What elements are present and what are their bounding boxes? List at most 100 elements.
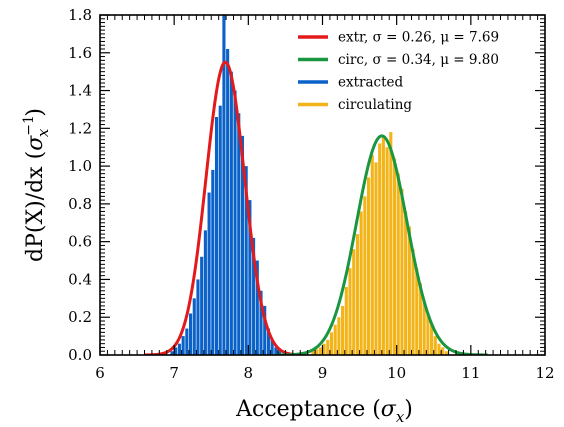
bar-extracted-24 <box>259 290 263 355</box>
axis-titles: Acceptance (σx) dP(X)/dx (σ−1x) <box>21 108 413 426</box>
bar-extracted-6 <box>192 298 196 355</box>
fit-curve-extr <box>144 60 307 355</box>
x-axis-title: Acceptance (σx) <box>235 397 413 426</box>
bar-extracted-25 <box>263 305 267 355</box>
bar-circulating-26 <box>407 226 411 355</box>
bar-circulating-9 <box>344 287 348 355</box>
bar-extracted-7 <box>196 279 200 355</box>
bar-circulating-2 <box>318 347 322 355</box>
bar-circulating-20 <box>385 147 389 355</box>
bar-extracted-19 <box>240 135 245 355</box>
bar-extracted-2 <box>177 343 181 355</box>
bar-circulating-12 <box>355 234 359 355</box>
bar-circulating-24 <box>400 188 404 355</box>
bar-extracted-20 <box>244 166 248 355</box>
bar-circulating-0 <box>311 351 315 355</box>
bar-extracted-29 <box>278 351 282 355</box>
bar-circulating-35 <box>441 347 445 355</box>
bar-extracted-5 <box>189 313 193 355</box>
bar-circulating-32 <box>430 324 434 355</box>
bar-circulating-7 <box>337 317 341 355</box>
y-tick-label: 1.8 <box>68 6 92 24</box>
bar-extracted-0 <box>170 351 174 355</box>
bar-circulating-15 <box>367 177 371 355</box>
bar-circulating-33 <box>433 336 437 355</box>
bar-extracted-18 <box>237 113 241 355</box>
bar-extracted-1 <box>174 347 178 355</box>
bar-circulating-11 <box>352 249 356 355</box>
bar-circulating-27 <box>411 249 415 355</box>
bar-circulating-29 <box>418 283 423 355</box>
bar-circulating-28 <box>415 268 419 355</box>
bar-extracted-26 <box>266 328 270 355</box>
bar-extracted-10 <box>207 192 211 355</box>
bar-extracted-17 <box>233 90 237 355</box>
bar-extracted-8 <box>200 256 204 355</box>
legend-label-3: circulating <box>338 97 412 113</box>
y-tick-label: 1.0 <box>68 157 92 175</box>
x-tick-label: 10 <box>387 364 406 382</box>
bar-circulating-8 <box>341 305 345 355</box>
bar-extracted-21 <box>248 200 252 355</box>
x-tick-label: 11 <box>461 364 480 382</box>
y-tick-label: 0.0 <box>68 346 92 364</box>
bar-circulating-21 <box>389 132 393 355</box>
y-tick-label: 1.4 <box>68 82 92 100</box>
bar-extracted-15 <box>226 49 230 355</box>
bar-circulating-23 <box>396 173 400 355</box>
bar-extracted-4 <box>185 328 189 355</box>
y-tick-label: 0.2 <box>68 308 92 326</box>
x-tick-label: 9 <box>318 364 328 382</box>
bar-extracted-11 <box>211 169 215 355</box>
bar-circulating-19 <box>381 135 385 355</box>
bar-circulating-16 <box>370 154 374 355</box>
bar-extracted-23 <box>255 260 259 355</box>
bar-circulating-13 <box>359 211 363 355</box>
y-tick-label: 1.6 <box>68 44 92 62</box>
series-extracted <box>170 15 282 355</box>
y-tick-label: 0.4 <box>68 270 92 288</box>
bar-circulating-25 <box>404 211 408 355</box>
y-tick-label: 1.2 <box>68 119 92 137</box>
bar-circulating-30 <box>422 302 426 355</box>
bar-circulating-6 <box>333 324 337 355</box>
bar-circulating-36 <box>444 351 448 355</box>
bar-circulating-10 <box>348 268 352 355</box>
bar-circulating-18 <box>378 143 382 355</box>
legend-label-2: extracted <box>338 75 404 91</box>
legend: extr, σ = 0.26, μ = 7.69 circ, σ = 0.34, … <box>298 30 499 113</box>
bar-circulating-4 <box>326 339 330 355</box>
y-tick-label: 0.6 <box>68 233 92 251</box>
bar-circulating-3 <box>322 343 326 355</box>
fit-curve-circ <box>275 134 488 355</box>
y-axis-title: dP(X)/dx (σ−1x) <box>21 108 52 262</box>
legend-label-0: extr, σ = 0.26, μ = 7.69 <box>338 30 499 46</box>
x-tick-label: 7 <box>169 364 179 382</box>
bar-extracted-27 <box>270 339 274 355</box>
y-tick-label: 0.8 <box>68 195 92 213</box>
bar-circulating-5 <box>329 332 334 355</box>
x-tick-label: 12 <box>535 364 554 382</box>
bar-circulating-22 <box>392 158 397 355</box>
bar-circulating-34 <box>437 343 441 355</box>
series-circulating <box>311 132 448 355</box>
bar-circulating-1 <box>315 349 319 355</box>
axes: 6 7 8 9 10 11 12 0.0 0.2 0.4 0.6 0.8 1.0 1.2 1.4 1.6 1.8 <box>68 6 554 382</box>
bar-extracted-28 <box>274 347 278 355</box>
x-tick-label: 6 <box>95 364 105 382</box>
bar-extracted-12 <box>214 117 219 355</box>
bar-extracted-16 <box>229 71 233 355</box>
plot-area <box>144 15 488 355</box>
bar-extracted-13 <box>218 105 222 355</box>
x-tick-label: 8 <box>244 364 254 382</box>
bar-circulating-14 <box>363 196 367 355</box>
bar-extracted-14 <box>222 15 226 355</box>
bar-extracted-3 <box>181 336 185 355</box>
bar-extracted-22 <box>252 237 256 355</box>
bar-circulating-17 <box>374 162 378 355</box>
legend-label-1: circ, σ = 0.34, μ = 9.80 <box>338 52 499 68</box>
bar-extracted-9 <box>203 230 207 355</box>
bar-circulating-31 <box>426 313 430 355</box>
